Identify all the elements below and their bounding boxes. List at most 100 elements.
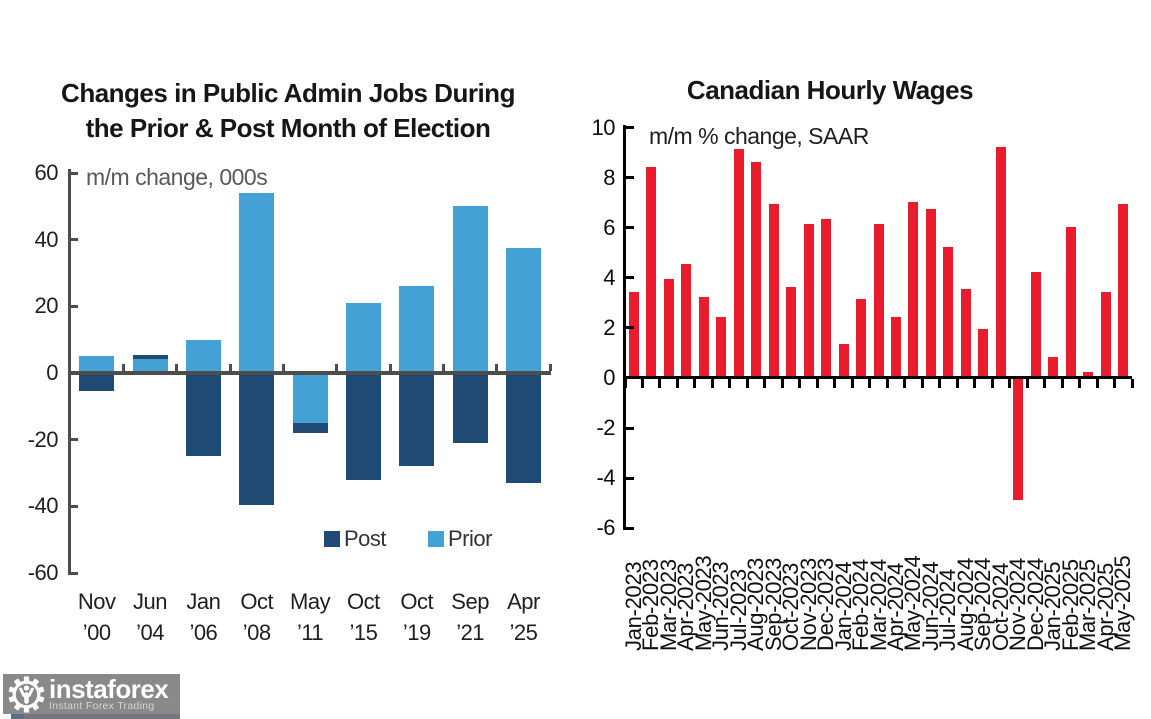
right-x-label: Dec-2023 [813, 558, 839, 651]
right-x-label: Jun-2024 [917, 561, 943, 651]
logo-shadow-strip [11, 714, 180, 719]
right-x-tick [1008, 379, 1012, 388]
post-bar [452, 373, 488, 443]
instaforex-logo: instaforex Instant Forex Trading [3, 674, 180, 714]
left-x-tick [548, 364, 552, 371]
wage-bar [628, 291, 639, 377]
left-x-tick [175, 364, 179, 371]
right-y-tick [626, 126, 634, 129]
right-x-label: Nov-2024 [1005, 558, 1031, 651]
wage-bar [733, 149, 744, 377]
right-x-label: Feb-2023 [638, 559, 664, 651]
right-y-tick-label: -2 [596, 415, 615, 441]
left-y-axis-line [68, 169, 71, 575]
right-x-label: Aug-2024 [952, 557, 978, 651]
post-bar [292, 373, 328, 433]
right-x-tick [885, 379, 889, 388]
prior-bar [185, 339, 221, 373]
wage-bar [681, 264, 692, 377]
right-y-tick [626, 226, 634, 230]
right-x-label: May-2023 [690, 555, 716, 651]
left-x-tick [388, 364, 392, 371]
wage-bar [890, 316, 901, 377]
legend-swatch-post [324, 531, 340, 547]
right-x-tick [693, 379, 697, 388]
right-x-tick [780, 379, 784, 388]
wage-bar [943, 246, 954, 377]
left-x-tick [335, 364, 339, 371]
left-x-tick [495, 364, 499, 371]
left-chart-title: Changes in Public Admin Jobs During the P… [10, 76, 566, 146]
right-x-label: Sep-2024 [970, 557, 996, 651]
post-bar [399, 373, 435, 467]
left-x-label: Jan ’06 [186, 589, 221, 645]
right-y-tick [626, 276, 634, 280]
wage-bar [960, 289, 971, 377]
left-x-tick [281, 364, 285, 371]
legend-label-prior: Prior [448, 526, 492, 551]
right-x-tick [833, 379, 837, 388]
wage-bar [995, 146, 1006, 377]
right-x-tick [1113, 379, 1117, 388]
wage-bar [1083, 371, 1094, 377]
wage-bar [698, 296, 709, 377]
right-x-tick [990, 379, 994, 388]
left-y-tick [71, 171, 78, 175]
right-x-tick [1060, 379, 1064, 388]
right-x-tick [798, 379, 802, 388]
right-x-label: Jan-2024 [830, 561, 856, 651]
right-x-label: Mar-2024 [865, 559, 891, 651]
right-x-tick [1130, 379, 1134, 388]
legend-label-post: Post [344, 526, 387, 551]
left-y-tick-label: -20 [27, 426, 59, 452]
right-x-tick [745, 379, 749, 388]
right-y-tick [626, 426, 634, 430]
left-chart-axis-note: m/m change, 000s [86, 164, 268, 190]
left-x-label: Sep ’21 [451, 589, 489, 645]
wage-bar [1030, 271, 1041, 377]
logo-text: instaforex Instant Forex Trading [49, 676, 169, 712]
prior-bar [505, 248, 541, 373]
right-zero-line [623, 376, 1132, 379]
logo-tagline: Instant Forex Trading [49, 699, 155, 712]
left-zero-line [68, 371, 551, 375]
right-x-label: Oct-2023 [778, 562, 804, 651]
left-y-tick [71, 504, 78, 508]
prior-bar [239, 193, 275, 373]
wage-bar [1065, 226, 1076, 377]
post-bar [132, 354, 168, 373]
right-y-tick-label: 4 [603, 264, 615, 290]
gear-person-icon [8, 675, 45, 713]
left-x-label: Oct ’08 [240, 589, 274, 645]
left-x-label: Oct ’19 [400, 589, 434, 645]
wage-bar [716, 316, 727, 377]
wage-bar [786, 286, 797, 377]
wage-bar [1048, 356, 1059, 377]
post-bar [505, 373, 541, 483]
right-x-tick [710, 379, 714, 388]
right-x-tick [1025, 379, 1029, 388]
right-x-label: Apr-2025 [1092, 562, 1118, 651]
right-x-label: Apr-2024 [882, 562, 908, 651]
right-x-tick [903, 379, 907, 388]
wage-bar [663, 279, 674, 377]
wage-bar [646, 166, 657, 377]
wage-bar [821, 219, 832, 377]
right-chart-axis-note: m/m % change, SAAR [649, 123, 869, 149]
right-x-tick [955, 379, 959, 388]
right-x-label: Jul-2023 [725, 569, 751, 651]
prior-bar [79, 356, 115, 373]
post-bar [79, 373, 115, 392]
left-y-tick [71, 304, 78, 308]
wage-bar [1100, 291, 1111, 377]
wage-bar [838, 344, 849, 377]
left-x-tick [228, 364, 232, 371]
right-x-label: Feb-2025 [1057, 559, 1083, 651]
right-x-tick [920, 379, 924, 388]
right-x-label: Oct-2024 [987, 562, 1013, 651]
right-x-tick [973, 379, 977, 388]
right-y-tick-label: -6 [596, 515, 615, 541]
right-x-label: Jan-2023 [620, 561, 646, 651]
right-x-tick [815, 379, 819, 388]
